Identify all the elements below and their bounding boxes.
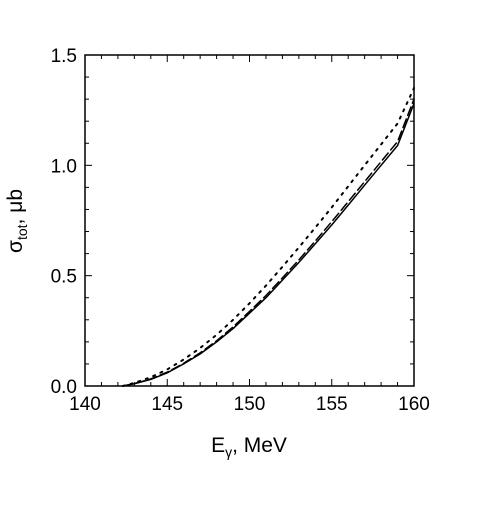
series-line-dashed bbox=[122, 98, 415, 387]
x-tick-label: 145 bbox=[151, 394, 183, 415]
x-axis-title-sub: γ bbox=[225, 444, 232, 460]
y-axis-title-rest: , μb bbox=[4, 189, 27, 224]
y-tick-label: 0.5 bbox=[51, 267, 77, 288]
x-axis-title-rest: , MeV bbox=[232, 434, 287, 457]
x-tick-label: 150 bbox=[234, 394, 266, 415]
series-line-solid bbox=[122, 102, 415, 387]
y-axis-title-main: σ bbox=[4, 240, 27, 253]
x-tick-label: 160 bbox=[398, 394, 430, 415]
y-tick-label: 0.0 bbox=[51, 377, 77, 398]
x-axis-title: Eγ, MeV bbox=[211, 434, 287, 460]
y-axis-title: σtot, μb bbox=[4, 189, 30, 253]
y-axis-title-sub: tot bbox=[14, 224, 30, 240]
axis-ticks bbox=[84, 54, 415, 387]
tick-labels: 140 145 150 155 160 0.0 0.5 1.0 1.5 bbox=[51, 46, 430, 415]
y-tick-label: 1.5 bbox=[51, 46, 77, 67]
plot-frame bbox=[84, 54, 415, 387]
x-tick-label: 140 bbox=[69, 394, 101, 415]
x-axis-title-main: E bbox=[211, 434, 225, 457]
x-tick-label: 155 bbox=[316, 394, 348, 415]
y-tick-label: 1.0 bbox=[51, 156, 77, 177]
series-layer bbox=[121, 87, 415, 387]
series-line-dotted bbox=[121, 87, 415, 387]
